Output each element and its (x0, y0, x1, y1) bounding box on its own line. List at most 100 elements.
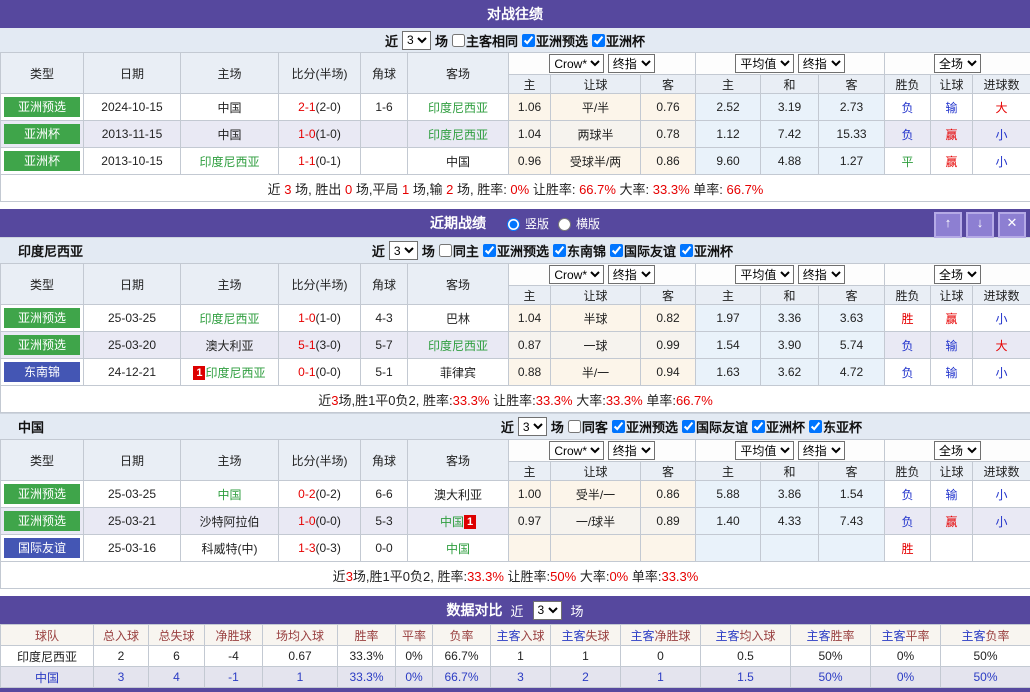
checkbox-东亚杯[interactable] (809, 420, 822, 433)
odds-stage-select[interactable]: 终指 (608, 441, 655, 460)
score-cell: 1-3(0-3) (279, 535, 361, 562)
sub-header-客: 客 (819, 462, 885, 481)
recent-titlebar: 近期战绩 竖版横版 ↑ ↓ ✕ (0, 209, 1030, 237)
odds-stage-select[interactable]: 终指 (608, 265, 655, 284)
comparison-count-select[interactable]: 3 (533, 601, 562, 620)
checkbox-亚洲杯[interactable] (752, 420, 765, 433)
layout-radio-横版[interactable]: 横版 (553, 215, 600, 232)
checkbox-国际友谊[interactable] (610, 244, 623, 257)
checkbox-同主[interactable] (439, 244, 452, 257)
checkbox-亚洲杯[interactable] (592, 34, 605, 47)
filter-checkbox-亚洲杯[interactable]: 亚洲杯 (680, 241, 733, 260)
comparison-value: 0% (871, 646, 941, 667)
odds-stage-select[interactable]: 终指 (798, 441, 845, 460)
checkbox-主客相同[interactable] (452, 34, 465, 47)
average-select[interactable]: 平均值 (735, 441, 794, 460)
checkbox-亚洲预选[interactable] (483, 244, 496, 257)
fulltime-select[interactable]: 全场 (934, 54, 981, 73)
filter-checkbox-东南锦[interactable]: 东南锦 (553, 241, 606, 260)
checkbox-同客[interactable] (568, 420, 581, 433)
odds-cell: 0.97 (509, 508, 551, 535)
filter-checkbox-主客相同[interactable]: 主客相同 (452, 31, 518, 50)
result-value: 负 (902, 366, 914, 380)
sub-header-让球: 让球 (931, 286, 973, 305)
score-halftime: (0-2) (316, 487, 341, 501)
odds-cell: 1.04 (509, 121, 551, 148)
radio-竖版[interactable] (507, 218, 520, 231)
comparison-header-总入球: 总入球 (94, 625, 149, 646)
filter-checkbox-亚洲预选[interactable]: 亚洲预选 (612, 417, 678, 436)
odds-cell: 0.82 (641, 305, 696, 332)
team-name: 印度尼西亚 (199, 155, 259, 169)
checkbox-东南锦[interactable] (553, 244, 566, 257)
comparison-header-总失球: 总失球 (149, 625, 205, 646)
section-gap (0, 202, 1030, 209)
bookmaker-select[interactable]: Crow* (549, 441, 604, 460)
corner-cell (361, 121, 408, 148)
comparison-value: 0% (396, 646, 433, 667)
fulltime-select[interactable]: 全场 (934, 265, 981, 284)
average-select[interactable]: 平均值 (735, 265, 794, 284)
odds-stage-select[interactable]: 终指 (608, 54, 655, 73)
away-team: 巴林 (408, 305, 509, 332)
bookmaker-select[interactable]: Crow* (549, 54, 604, 73)
games-label: 场 (551, 417, 564, 436)
filter-checkbox-同客[interactable]: 同客 (568, 417, 608, 436)
filter-checkbox-亚洲杯[interactable]: 亚洲杯 (752, 417, 805, 436)
result-value: 输 (946, 339, 958, 353)
filter-checkbox-国际友谊[interactable]: 国际友谊 (682, 417, 748, 436)
corner-cell (361, 148, 408, 175)
result-value: 赢 (946, 128, 958, 142)
comparison-value: 0.67 (263, 646, 338, 667)
filter-checkbox-亚洲预选[interactable]: 亚洲预选 (522, 31, 588, 50)
corner-cell: 5-7 (361, 332, 408, 359)
filter-checkbox-东亚杯[interactable]: 东亚杯 (809, 417, 862, 436)
average-odds-cell: 2.52 (696, 94, 761, 121)
odds-stage-select[interactable]: 终指 (798, 265, 845, 284)
recent-count-select[interactable]: 3 (518, 417, 547, 436)
team-name: 澳大利亚 (434, 488, 482, 502)
column-header-角球: 角球 (361, 53, 408, 94)
checkbox-亚洲预选[interactable] (612, 420, 625, 433)
match-type-badge: 亚洲杯 (4, 124, 80, 144)
odds-stage-select[interactable]: 终指 (798, 54, 845, 73)
comparison-value: 1 (263, 667, 338, 688)
average-odds-cell: 3.36 (761, 305, 819, 332)
comparison-header-平率: 平率 (396, 625, 433, 646)
summary-text: 近3场,胜1平0负2, 胜率:33.3% 让胜率:50% 大率:0% 单率:33… (1, 562, 1030, 589)
move-down-button[interactable]: ↓ (966, 212, 994, 238)
away-team: 中国 (408, 148, 509, 175)
match-type-badge: 国际友谊 (4, 538, 80, 558)
filter-checkbox-国际友谊[interactable]: 国际友谊 (610, 241, 676, 260)
radio-横版[interactable] (558, 218, 571, 231)
close-button[interactable]: ✕ (998, 212, 1026, 238)
bottom-border (0, 688, 1030, 692)
layout-radio-竖版[interactable]: 竖版 (502, 215, 549, 232)
recent-count-select[interactable]: 3 (389, 241, 418, 260)
result-value: 赢 (946, 312, 958, 326)
bookmaker-select[interactable]: Crow* (549, 265, 604, 284)
recent-count-select[interactable]: 3 (402, 31, 431, 50)
summary-segment: 场, 胜出 (292, 182, 345, 197)
checkbox-亚洲预选[interactable] (522, 34, 535, 47)
result-cell: 小 (973, 148, 1030, 175)
comparison-value: -1 (205, 667, 263, 688)
games-label: 场 (435, 31, 448, 50)
comparison-header-主客负率: 主客负率 (941, 625, 1030, 646)
checkbox-亚洲杯[interactable] (680, 244, 693, 257)
fulltime-select[interactable]: 全场 (934, 441, 981, 460)
comparison-team-name: 中国 (1, 667, 94, 688)
summary-segment: 33.3% (467, 569, 504, 584)
average-select[interactable]: 平均值 (735, 54, 794, 73)
checkbox-国际友谊[interactable] (682, 420, 695, 433)
match-type-cell: 东南锦 (1, 359, 84, 386)
odds-cell: 1.00 (509, 481, 551, 508)
result-cell (973, 535, 1030, 562)
filter-checkbox-亚洲预选[interactable]: 亚洲预选 (483, 241, 549, 260)
sub-header-让球: 让球 (551, 286, 641, 305)
move-up-button[interactable]: ↑ (934, 212, 962, 238)
filter-checkbox-亚洲杯[interactable]: 亚洲杯 (592, 31, 645, 50)
filter-checkbox-同主[interactable]: 同主 (439, 241, 479, 260)
